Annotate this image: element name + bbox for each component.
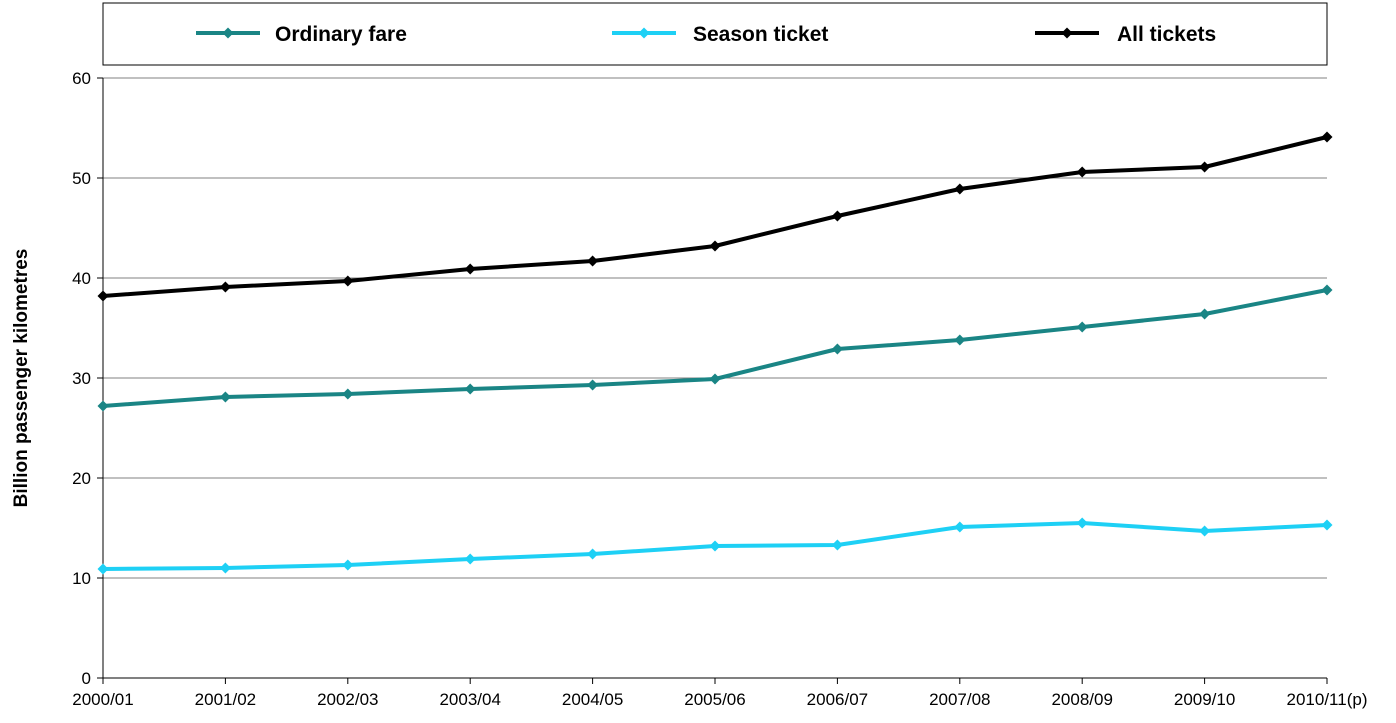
data-point	[954, 334, 966, 346]
data-point	[219, 391, 231, 403]
x-tick-label: 2007/08	[929, 690, 990, 709]
data-point	[219, 562, 231, 574]
data-point	[1321, 519, 1333, 531]
legend-item: All tickets	[1035, 23, 1216, 46]
data-point	[1321, 284, 1333, 296]
y-tick-label: 60	[72, 69, 91, 88]
x-tick-label: 2004/05	[562, 690, 623, 709]
y-axis-label: Billion passenger kilometres	[11, 249, 32, 508]
data-point	[709, 540, 721, 552]
x-tick-label: 2005/06	[684, 690, 745, 709]
x-tick-label: 2000/01	[72, 690, 133, 709]
data-point	[587, 548, 599, 560]
legend-swatch-marker	[1061, 27, 1073, 39]
data-point	[587, 379, 599, 391]
series-line	[102, 288, 1328, 408]
series-season-ticket	[97, 517, 1333, 575]
data-point	[464, 553, 476, 565]
data-point	[587, 255, 599, 267]
x-tick-label: 2003/04	[439, 690, 500, 709]
legend-label: All tickets	[1117, 23, 1216, 46]
data-point	[342, 275, 354, 287]
legend-swatch-marker	[638, 27, 650, 39]
x-tick-label: 2009/10	[1174, 690, 1235, 709]
legend-label: Season ticket	[693, 23, 828, 46]
y-tick-label: 10	[72, 569, 91, 588]
data-point	[831, 210, 843, 222]
data-point	[831, 539, 843, 551]
data-point	[342, 559, 354, 571]
gridlines	[103, 77, 1327, 579]
x-tick-labels: 2000/01 2001/02 2002/03 2003/04 2004/05 2005/…	[72, 678, 1367, 709]
legend-box	[102, 2, 1328, 66]
data-point	[1199, 525, 1211, 537]
y-tick-label: 50	[72, 169, 91, 188]
data-point	[97, 290, 109, 302]
data-point	[464, 263, 476, 275]
data-point	[709, 373, 721, 385]
x-tick-label: 2006/07	[807, 690, 868, 709]
data-point	[464, 383, 476, 395]
y-tick-labels: 0 10 20 30 40 50 60	[72, 69, 103, 688]
x-tick-label: 2002/03	[317, 690, 378, 709]
data-point	[709, 240, 721, 252]
y-tick-label: 20	[72, 469, 91, 488]
data-point	[342, 388, 354, 400]
y-tick-label: 30	[72, 369, 91, 388]
legend-item: Ordinary fare	[196, 23, 407, 46]
legend-swatch-marker	[222, 27, 234, 39]
series-lines	[97, 131, 1333, 575]
series-ordinary-fare	[97, 284, 1333, 412]
x-tick-label: 2010/11(p)	[1287, 690, 1368, 709]
x-tick-label: 2001/02	[195, 690, 256, 709]
data-point	[1321, 131, 1333, 143]
legend-item: Season ticket	[612, 23, 828, 46]
data-point	[954, 521, 966, 533]
series-all-tickets	[97, 131, 1333, 302]
data-point	[831, 343, 843, 355]
legend: Ordinary fare Season ticket All tickets	[196, 23, 1216, 46]
data-point	[954, 183, 966, 195]
data-point	[219, 281, 231, 293]
data-point	[1076, 321, 1088, 333]
data-point	[1199, 161, 1211, 173]
data-point	[1076, 517, 1088, 529]
y-tick-label: 40	[72, 269, 91, 288]
legend-label: Ordinary fare	[275, 23, 407, 46]
data-point	[1199, 308, 1211, 320]
data-point	[97, 563, 109, 575]
data-point	[97, 400, 109, 412]
series-line	[102, 135, 1328, 298]
x-tick-label: 2008/09	[1051, 690, 1112, 709]
data-point	[1076, 166, 1088, 178]
y-tick-label: 0	[82, 669, 91, 688]
